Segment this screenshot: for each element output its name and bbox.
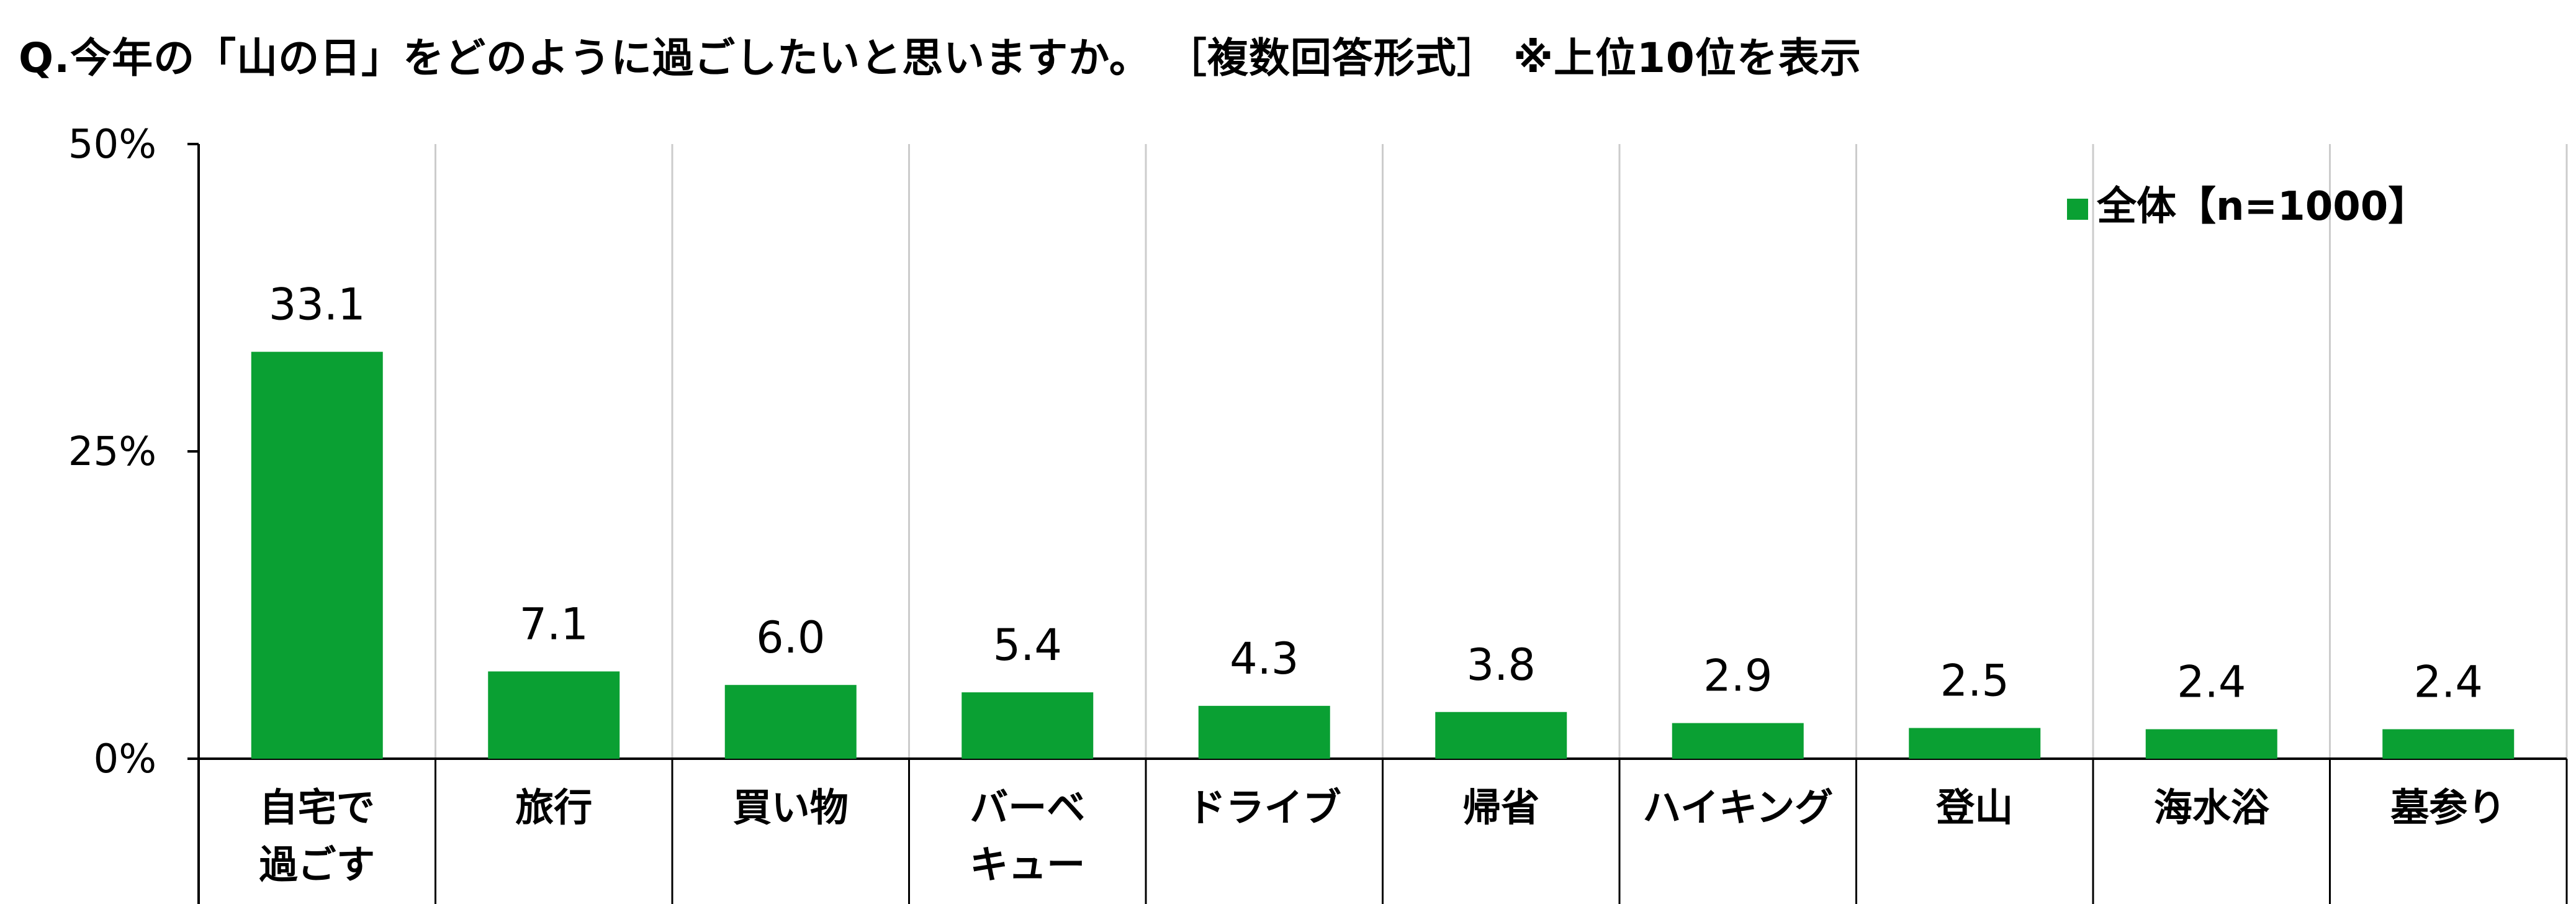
bar (724, 685, 857, 759)
value-label: 4.3 (1230, 633, 1299, 684)
category-label: バーベ (970, 785, 1085, 830)
legend-swatch (2067, 199, 2088, 220)
bar (961, 692, 1094, 759)
category-label: キュー (970, 842, 1085, 887)
y-tick-label: 25% (68, 429, 156, 475)
value-label: 6.0 (756, 612, 825, 663)
bar (1435, 712, 1567, 759)
bar (1909, 728, 2041, 759)
y-tick-label: 0% (93, 736, 156, 782)
bar (1198, 705, 1330, 759)
bar (1672, 723, 1804, 759)
category-label: 買い物 (733, 785, 849, 830)
value-label: 7.1 (520, 599, 588, 649)
category-label: 登山 (1935, 785, 2013, 830)
category-label: 墓参り (2390, 785, 2506, 830)
bar (2145, 729, 2277, 759)
bars (251, 351, 2515, 759)
bar (488, 671, 620, 759)
value-label: 2.5 (1940, 656, 2009, 707)
category-label: 海水浴 (2154, 785, 2270, 830)
category-label: 旅行 (515, 785, 592, 830)
value-label: 2.4 (2177, 656, 2246, 707)
category-label: 過ごす (259, 842, 375, 887)
category-label: 帰省 (1462, 785, 1539, 830)
legend-label: 全体【n=1000】 (2096, 184, 2428, 230)
value-label: 2.4 (2414, 656, 2483, 707)
bar (2382, 729, 2515, 759)
chart-title: Q.今年の「山の日」をどのように過ごしたいと思いますか。 ［複数回答形式］ ※上… (19, 34, 1862, 82)
bar (251, 351, 383, 759)
category-label: ドライブ (1187, 785, 1341, 830)
value-label: 33.1 (269, 279, 366, 330)
value-label: 5.4 (993, 620, 1062, 671)
legend: 全体【n=1000】 (2067, 184, 2428, 230)
value-label: 3.8 (1467, 640, 1536, 690)
value-label: 2.9 (1703, 651, 1772, 702)
category-label: 自宅で (259, 785, 375, 830)
y-tick-label: 50% (68, 122, 156, 168)
category-label: ハイキング (1642, 785, 1833, 830)
grid-lines (435, 144, 2568, 904)
